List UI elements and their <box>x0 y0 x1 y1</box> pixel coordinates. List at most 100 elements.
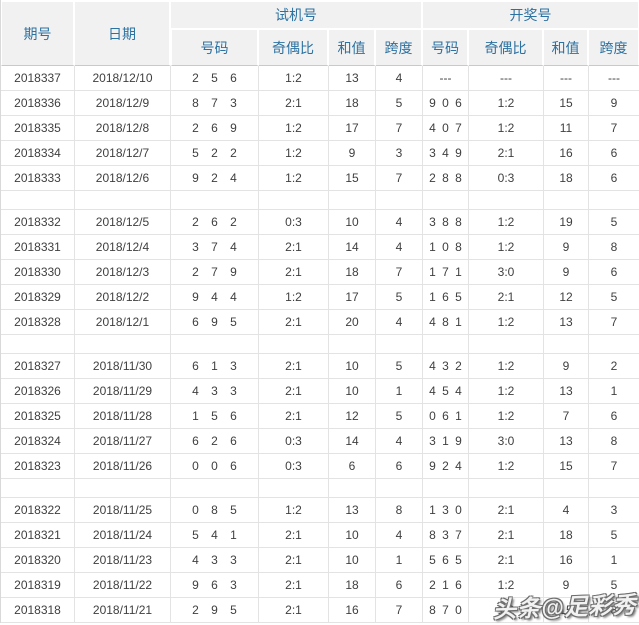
date-cell: 2018/11/23 <box>75 548 171 573</box>
test-span-cell: 7 <box>376 260 423 285</box>
test-sum-cell: 18 <box>329 260 376 285</box>
draw-number-cell: 5 6 5 <box>423 548 469 573</box>
period-cell: 2018318 <box>1 598 75 623</box>
spacer-cell <box>75 191 171 210</box>
test-sum-cell: 20 <box>329 310 376 335</box>
draw-ratio-cell: --- <box>469 66 544 91</box>
period-cell: 2018323 <box>1 454 75 479</box>
draw-ratio-cell: 2:1 <box>469 548 544 573</box>
draw-sum-cell: 13 <box>544 310 589 335</box>
draw-sum-cell: 9 <box>544 573 589 598</box>
header-draw-group: 开奖号 <box>423 0 639 30</box>
test-sum-cell: 15 <box>329 166 376 191</box>
draw-sum-cell: 9 <box>544 354 589 379</box>
header-draw-number: 号码 <box>423 30 469 66</box>
draw-span-cell: 8 <box>589 598 639 623</box>
test-span-cell: 1 <box>376 548 423 573</box>
test-number-cell: 5 4 1 <box>171 523 259 548</box>
draw-number-cell: 4 8 1 <box>423 310 469 335</box>
test-ratio-cell: 0:3 <box>259 454 329 479</box>
table-row: 2018334 2018/12/7 5 2 2 1:2 9 3 3 4 9 2:1 16 6 <box>1 141 639 166</box>
header-test-number: 号码 <box>171 30 259 66</box>
date-cell: 2018/11/22 <box>75 573 171 598</box>
test-sum-cell: 10 <box>329 354 376 379</box>
spacer-cell <box>259 191 329 210</box>
header-test-sum: 和值 <box>329 30 376 66</box>
test-number-cell: 4 3 3 <box>171 379 259 404</box>
draw-ratio-cell: 2:1 <box>469 141 544 166</box>
draw-sum-cell: 19 <box>544 210 589 235</box>
draw-ratio-cell: 1:2 <box>469 116 544 141</box>
header-test-ratio: 奇偶比 <box>259 30 329 66</box>
header-sub-row: 号码 奇偶比 和值 跨度 号码 奇偶比 和值 跨度 <box>1 30 639 66</box>
test-sum-cell: 13 <box>329 66 376 91</box>
spacer-row <box>1 335 639 354</box>
draw-number-cell: 9 0 6 <box>423 91 469 116</box>
spacer-cell <box>329 479 376 498</box>
draw-span-cell: 7 <box>589 116 639 141</box>
draw-ratio-cell: 2:1 <box>469 523 544 548</box>
table-row: 2018324 2018/11/27 6 2 6 0:3 14 4 3 1 9 3:0 13 8 <box>1 429 639 454</box>
test-number-cell: 5 2 2 <box>171 141 259 166</box>
test-number-cell: 6 1 3 <box>171 354 259 379</box>
test-ratio-cell: 2:1 <box>259 598 329 623</box>
draw-ratio-cell: 1:2 <box>469 573 544 598</box>
test-span-cell: 7 <box>376 116 423 141</box>
date-cell: 2018/12/8 <box>75 116 171 141</box>
draw-number-cell: 3 4 9 <box>423 141 469 166</box>
test-ratio-cell: 2:1 <box>259 354 329 379</box>
test-number-cell: 2 5 6 <box>171 66 259 91</box>
date-cell: 2018/12/7 <box>75 141 171 166</box>
spacer-cell <box>469 191 544 210</box>
spacer-cell <box>376 479 423 498</box>
test-span-cell: 6 <box>376 573 423 598</box>
test-number-cell: 9 6 3 <box>171 573 259 598</box>
test-span-cell: 4 <box>376 235 423 260</box>
test-span-cell: 7 <box>376 166 423 191</box>
table-row: 2018333 2018/12/6 9 2 4 1:2 15 7 2 8 8 0:3 18 6 <box>1 166 639 191</box>
draw-ratio-cell: 2:1 <box>469 285 544 310</box>
test-sum-cell: 14 <box>329 235 376 260</box>
spacer-cell <box>376 191 423 210</box>
draw-sum-cell: 15 <box>544 91 589 116</box>
test-ratio-cell: 2:1 <box>259 91 329 116</box>
period-cell: 2018332 <box>1 210 75 235</box>
test-span-cell: 4 <box>376 310 423 335</box>
date-cell: 2018/11/30 <box>75 354 171 379</box>
test-ratio-cell: 2:1 <box>259 573 329 598</box>
date-cell: 2018/11/25 <box>75 498 171 523</box>
draw-number-cell: 8 7 0 <box>423 598 469 623</box>
table-row: 2018322 2018/11/25 0 8 5 1:2 13 8 1 3 0 2:1 4 3 <box>1 498 639 523</box>
period-cell: 2018333 <box>1 166 75 191</box>
test-sum-cell: 10 <box>329 379 376 404</box>
test-ratio-cell: 2:1 <box>259 310 329 335</box>
date-cell: 2018/11/27 <box>75 429 171 454</box>
date-cell: 2018/11/24 <box>75 523 171 548</box>
table-row: 2018337 2018/12/10 2 5 6 1:2 13 4 --- --- --- --- <box>1 66 639 91</box>
draw-sum-cell: 11 <box>544 116 589 141</box>
draw-number-cell: 1 0 8 <box>423 235 469 260</box>
draw-number-cell: 2 1 6 <box>423 573 469 598</box>
draw-ratio-cell: 1:2 <box>469 379 544 404</box>
test-number-cell: 2 7 9 <box>171 260 259 285</box>
draw-span-cell: 5 <box>589 523 639 548</box>
date-cell: 2018/12/10 <box>75 66 171 91</box>
header-test-span: 跨度 <box>376 30 423 66</box>
test-span-cell: 5 <box>376 285 423 310</box>
test-number-cell: 0 8 5 <box>171 498 259 523</box>
draw-ratio-cell: 1:2 <box>469 454 544 479</box>
period-cell: 2018334 <box>1 141 75 166</box>
test-ratio-cell: 1:2 <box>259 66 329 91</box>
table-row: 2018327 2018/11/30 6 1 3 2:1 10 5 4 3 2 1:2 9 2 <box>1 354 639 379</box>
draw-span-cell: --- <box>589 66 639 91</box>
spacer-row <box>1 191 639 210</box>
table-row: 2018328 2018/12/1 6 9 5 2:1 20 4 4 8 1 1:2 13 7 <box>1 310 639 335</box>
period-cell: 2018327 <box>1 354 75 379</box>
spacer-cell <box>1 479 75 498</box>
header-test-group: 试机号 <box>171 0 423 30</box>
draw-number-cell: 1 3 0 <box>423 498 469 523</box>
spacer-cell <box>1 335 75 354</box>
table-row: 2018331 2018/12/4 3 7 4 2:1 14 4 1 0 8 1:2 9 8 <box>1 235 639 260</box>
test-ratio-cell: 2:1 <box>259 523 329 548</box>
spacer-row <box>1 479 639 498</box>
